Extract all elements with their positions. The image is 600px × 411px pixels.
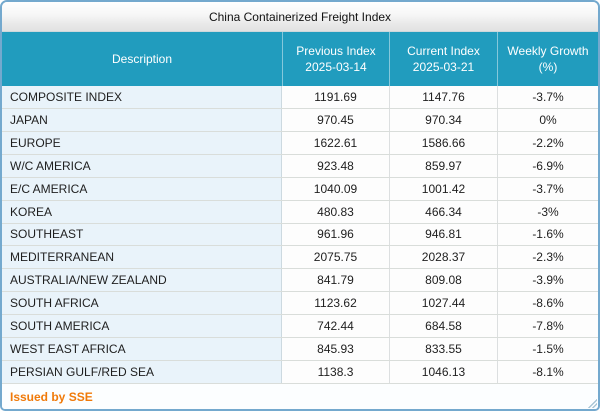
table-row: MEDITERRANEAN 2075.75 2028.37 -2.3% (2, 246, 598, 270)
description-cell: PERSIAN GULF/RED SEA (2, 361, 282, 383)
table-row: AUSTRALIA/NEW ZEALAND 841.79 809.08 -3.9… (2, 269, 598, 293)
description-cell: KOREA (2, 200, 282, 223)
window-titlebar: China Containerized Freight Index (2, 2, 598, 32)
description-cell: E/C AMERICA (2, 177, 282, 200)
current-index-cell: 1147.76 (389, 86, 497, 108)
table-row: W/C AMERICA 923.48 859.97 -6.9% (2, 154, 598, 178)
column-header-current-label: Current Index (407, 44, 480, 58)
description-cell: COMPOSITE INDEX (2, 86, 282, 108)
current-index-cell: 946.81 (389, 223, 497, 246)
weekly-growth-cell: -1.5% (497, 338, 598, 361)
weekly-growth-cell: -7.8% (497, 315, 598, 338)
column-header-current-date: 2025-03-21 (412, 60, 475, 74)
current-index-cell: 1046.13 (389, 361, 497, 383)
table-row: SOUTHEAST 961.96 946.81 -1.6% (2, 223, 598, 247)
table-row: SOUTH AFRICA 1123.62 1027.44 -8.6% (2, 292, 598, 316)
previous-index-cell: 845.93 (317, 342, 354, 357)
previous-index-cell: 1040.09 (313, 181, 358, 196)
previous-index-cell: 923.48 (317, 158, 354, 173)
description-cell: EUROPE (2, 131, 282, 154)
previous-index-cell: 1138.3 (317, 365, 354, 380)
column-header-weekly-growth: Weekly Growth (%) (497, 32, 598, 86)
table-row: JAPAN 970.45 970.34 0% (2, 108, 598, 132)
current-index-cell: 859.97 (389, 154, 497, 177)
description-cell: W/C AMERICA (2, 154, 282, 177)
resize-grip-icon[interactable] (587, 398, 597, 408)
description-cell: WEST EAST AFRICA (2, 338, 282, 361)
description-cell: AUSTRALIA/NEW ZEALAND (2, 269, 282, 292)
table-row: WEST EAST AFRICA 845.93 833.55 -1.5% (2, 338, 598, 362)
weekly-growth-cell: -8.6% (497, 292, 598, 315)
table-header-row: Description Previous Index 2025-03-14 Cu… (2, 32, 598, 86)
table-row: SOUTH AMERICA 742.44 684.58 -7.8% (2, 315, 598, 339)
weekly-growth-cell: -3% (497, 200, 598, 223)
column-header-description-label: Description (111, 52, 173, 66)
previous-index-cell: 841.79 (317, 273, 354, 288)
description-cell: SOUTH AFRICA (2, 292, 282, 315)
column-header-previous-label: Previous Index (296, 44, 376, 58)
column-header-description: Description (2, 32, 282, 86)
weekly-growth-cell: -3.9% (497, 269, 598, 292)
previous-index-cell: 2075.75 (313, 250, 358, 265)
table-body: COMPOSITE INDEX 1191.69 1147.76 -3.7% JA… (2, 86, 598, 384)
previous-index-cell: 970.45 (317, 112, 354, 127)
weekly-growth-cell: -8.1% (497, 361, 598, 383)
previous-index-cell: 742.44 (317, 319, 354, 334)
column-header-growth-label: Weekly Growth (507, 44, 589, 58)
current-index-cell: 1027.44 (389, 292, 497, 315)
table-row: COMPOSITE INDEX 1191.69 1147.76 -3.7% (2, 86, 598, 109)
table-row: E/C AMERICA 1040.09 1001.42 -3.7% (2, 177, 598, 201)
weekly-growth-cell: 0% (497, 108, 598, 131)
window-footer: Issued by SSE (2, 384, 598, 409)
table-row: EUROPE 1622.61 1586.66 -2.2% (2, 131, 598, 155)
current-index-cell: 684.58 (389, 315, 497, 338)
table-row: KOREA 480.83 466.34 -3% (2, 200, 598, 224)
table-row: PERSIAN GULF/RED SEA 1138.3 1046.13 -8.1… (2, 361, 598, 384)
column-header-previous-index: Previous Index 2025-03-14 (282, 32, 389, 86)
current-index-cell: 809.08 (389, 269, 497, 292)
description-cell: JAPAN (2, 108, 282, 131)
previous-index-cell: 1191.69 (314, 89, 357, 104)
current-index-cell: 466.34 (389, 200, 497, 223)
description-cell: SOUTHEAST (2, 223, 282, 246)
previous-index-cell: 1622.61 (313, 135, 358, 150)
description-cell: MEDITERRANEAN (2, 246, 282, 269)
window-title: China Containerized Freight Index (208, 9, 392, 24)
weekly-growth-cell: -2.3% (497, 246, 598, 269)
weekly-growth-cell: -3.7% (497, 86, 598, 108)
current-index-cell: 833.55 (389, 338, 497, 361)
weekly-growth-cell: -3.7% (497, 177, 598, 200)
issued-by-label: Issued by SSE (10, 389, 93, 404)
column-header-current-index: Current Index 2025-03-21 (389, 32, 497, 86)
weekly-growth-cell: -1.6% (497, 223, 598, 246)
previous-index-cell: 961.96 (317, 227, 354, 242)
current-index-cell: 2028.37 (389, 246, 497, 269)
weekly-growth-cell: -6.9% (497, 154, 598, 177)
current-index-cell: 1001.42 (389, 177, 497, 200)
description-cell: SOUTH AMERICA (2, 315, 282, 338)
previous-index-cell: 480.83 (317, 204, 354, 219)
weekly-growth-cell: -2.2% (497, 131, 598, 154)
column-header-growth-unit: (%) (538, 60, 558, 74)
current-index-cell: 970.34 (389, 108, 497, 131)
previous-index-cell: 1123.62 (314, 296, 357, 311)
current-index-cell: 1586.66 (389, 131, 497, 154)
column-header-previous-date: 2025-03-14 (305, 60, 367, 74)
